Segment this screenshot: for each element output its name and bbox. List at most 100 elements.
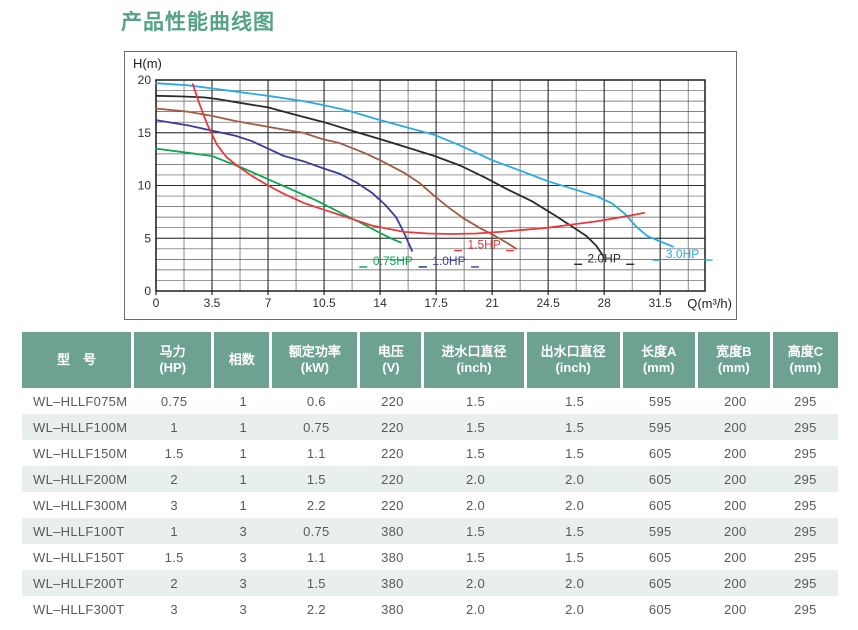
cell: 1.5 — [466, 393, 485, 409]
y-tick-label: 15 — [138, 126, 152, 140]
table-row: WL–HLLF200M 2 1 1.5 220 2.0 2.0 605 200 295 — [22, 466, 838, 492]
cell: 220 — [381, 393, 404, 409]
cell: 2.0 — [466, 471, 485, 487]
cell: 3 — [170, 497, 178, 513]
column-header-6: 出水口直径 (inch) — [526, 332, 623, 388]
cell: 1 — [170, 419, 178, 435]
cell: 605 — [648, 601, 672, 617]
spec-table-header: 型 号马力 (HP) 相数 额定功率 (kW) 电压 (V) 进水口直径 (inch) 出水口直径… — [22, 332, 838, 388]
cell: 2.0 — [565, 575, 585, 591]
curve-red-curve — [191, 83, 646, 235]
x-tick-label: 14 — [373, 296, 387, 310]
cell: 1.5 — [466, 445, 485, 461]
cell: 380 — [381, 601, 404, 617]
curve-label-0.75hp: 0.75HP — [373, 254, 413, 268]
cell: 295 — [794, 419, 817, 435]
table-row: WL–HLLF150M 1.5 1 1.1 220 1.5 1.5 605 200 295 — [22, 440, 838, 466]
page-title: 产品性能曲线图 — [121, 11, 275, 34]
cell: 595 — [648, 419, 672, 435]
cell: 380 — [381, 549, 404, 565]
cell: 295 — [794, 575, 817, 591]
cell: 1.5 — [466, 549, 485, 565]
cell: 0.75 — [160, 393, 188, 409]
cell: 200 — [724, 575, 747, 591]
y-axis-title: H(m) — [133, 56, 162, 71]
cell: 1 — [170, 523, 178, 539]
column-header-4: 电压 (V) — [360, 332, 425, 388]
cell: 2.0 — [565, 471, 585, 487]
cell: 380 — [381, 523, 404, 539]
table-row: WL–HLLF150T 1.5 3 1.1 380 1.5 1.5 605 200 295 — [22, 544, 838, 570]
cell: 605 — [648, 549, 672, 565]
cell: 0.75 — [303, 523, 330, 539]
cell: 1.1 — [306, 549, 326, 565]
cell: 595 — [648, 523, 672, 539]
cell: 200 — [724, 419, 747, 435]
cell-model: WL–HLLF300M — [33, 497, 128, 513]
cell: 1 — [239, 445, 248, 461]
cell: 1.5 — [565, 549, 585, 565]
column-header-8: 宽度B (mm) — [697, 332, 773, 388]
cell: 1.5 — [306, 471, 326, 487]
cell: 2.2 — [306, 601, 326, 617]
cell: 200 — [724, 601, 747, 617]
cell: 295 — [794, 471, 817, 487]
cell: 200 — [724, 549, 747, 565]
cell: 2 — [170, 575, 178, 591]
cell: 1.5 — [565, 393, 585, 409]
cell: 1.5 — [306, 575, 326, 591]
cell-model: WL–HLLF300T — [33, 601, 125, 617]
cell: 2.0 — [565, 601, 585, 617]
cell: 1 — [239, 471, 248, 487]
cell: 1.5 — [565, 445, 585, 461]
cell: 200 — [724, 523, 747, 539]
table-row: WL–HLLF075M 0.75 1 0.6 220 1.5 1.5 595 200 295 — [22, 388, 838, 414]
column-header-5: 进水口直径 (inch) — [424, 332, 527, 388]
cell: 595 — [648, 393, 672, 409]
x-tick-label: 3.5 — [204, 296, 221, 310]
column-header-3: 额定功率 (kW) — [272, 332, 361, 388]
performance-chart: 0 5 10 15 20 0 3.5 7 10.5 14 17.5 21 24.5 28 31.5 H(m) Q… — [124, 51, 737, 320]
cell: 2.0 — [466, 497, 485, 513]
cell: 295 — [794, 601, 817, 617]
column-header-1: 马力 (HP) — [134, 332, 215, 388]
y-tick-label: 5 — [144, 231, 151, 245]
curve-label-2.0hp: 2.0HP — [587, 251, 620, 265]
table-row: WL–HLLF100M 1 1 0.75 220 1.5 1.5 595 200 295 — [22, 414, 838, 440]
x-tick-label: 0 — [153, 296, 160, 310]
cell: 0.6 — [306, 393, 326, 409]
cell: 295 — [794, 445, 817, 461]
curve-label-1.5hp: 1.5HP — [467, 238, 500, 252]
performance-chart-svg: 0 5 10 15 20 0 3.5 7 10.5 14 17.5 21 24.5 28 31.5 H(m) Q… — [133, 56, 732, 311]
cell: 1.5 — [466, 419, 485, 435]
cell: 200 — [724, 445, 747, 461]
cell: 605 — [648, 445, 672, 461]
cell: 605 — [648, 471, 672, 487]
cell: 2.0 — [466, 601, 485, 617]
cell: 200 — [724, 393, 747, 409]
cell: 1.5 — [565, 523, 585, 539]
curve-green-0.75hp — [155, 147, 402, 244]
cell: 295 — [794, 549, 817, 565]
cell: 295 — [794, 523, 817, 539]
cell: 1.5 — [565, 419, 585, 435]
y-tick-label: 0 — [144, 284, 151, 298]
cell-model: WL–HLLF200M — [33, 471, 128, 487]
x-tick-label: 17.5 — [424, 296, 448, 310]
cell: 3 — [239, 575, 248, 591]
curve-blue-1.0hp — [155, 119, 414, 252]
cell-model: WL–HLLF100T — [33, 523, 125, 539]
cell: 380 — [381, 575, 404, 591]
cell: 3 — [239, 523, 248, 539]
cell: 295 — [794, 497, 817, 513]
cell: 0.75 — [303, 419, 330, 435]
y-tick-label: 10 — [138, 179, 152, 193]
cell: 220 — [381, 497, 404, 513]
table-row: WL–HLLF100T 1 3 0.75 380 1.5 1.5 595 200 295 — [22, 518, 838, 544]
y-tick-label: 20 — [138, 73, 152, 87]
cell: 2.2 — [306, 497, 326, 513]
x-tick-label: 21 — [485, 296, 499, 310]
curve-label-1.0hp: 1.0HP — [432, 254, 465, 268]
cell: 1.5 — [164, 445, 184, 461]
